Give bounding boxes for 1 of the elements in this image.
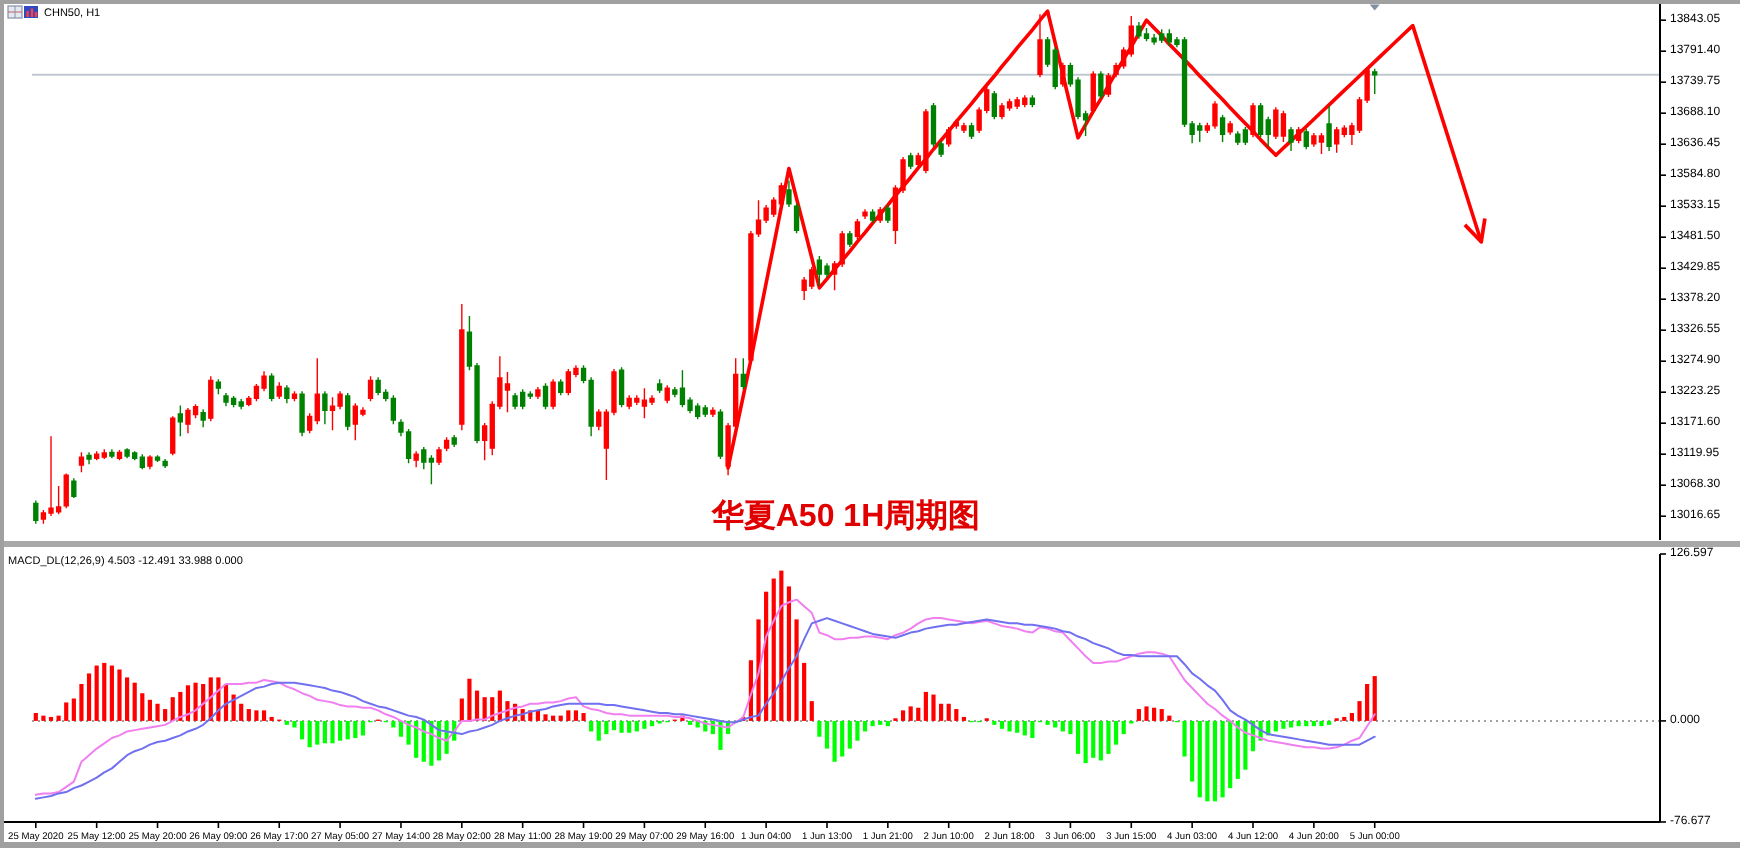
annotation: 华夏A50 1H周期图 <box>709 498 981 534</box>
